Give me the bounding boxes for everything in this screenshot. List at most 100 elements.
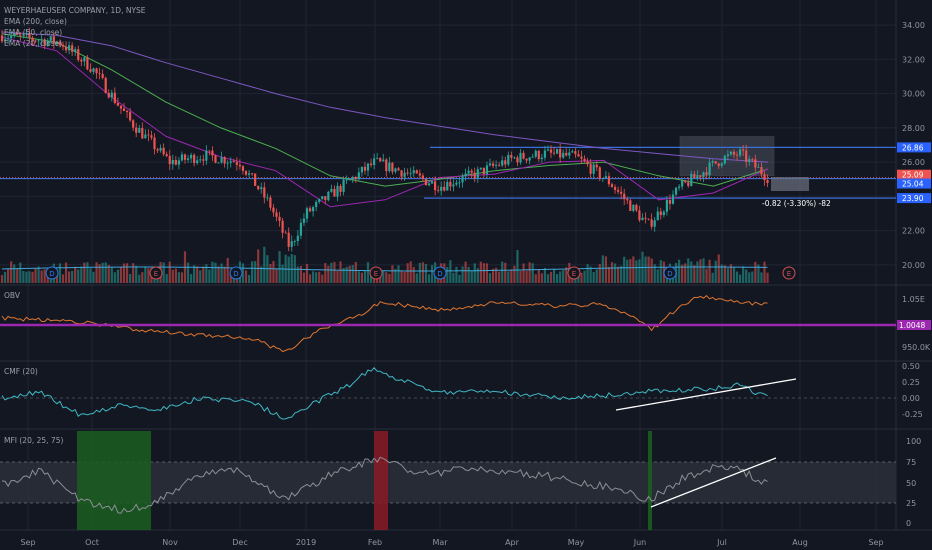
dividend-marker[interactable]: D [45, 266, 59, 280]
candle-body [620, 191, 623, 194]
candle-body [58, 41, 62, 45]
volume-bar [177, 272, 180, 283]
volume-bar [28, 271, 31, 283]
candle-body [330, 188, 333, 192]
price-axis: 34.00 32.00 30.00 28.00 26.00 22.00 20.00 [902, 21, 925, 270]
volume-bar [742, 266, 745, 283]
volume-bar [427, 274, 431, 283]
event-label: E [374, 270, 378, 278]
volume-bar [629, 258, 632, 283]
volume-bar [174, 268, 177, 283]
volume-bar [22, 270, 25, 283]
dividend-marker[interactable]: D [433, 266, 447, 280]
candle-body [394, 168, 397, 172]
candle-body [281, 220, 284, 233]
candle-body [95, 68, 98, 74]
volume-bar [147, 268, 150, 283]
candle-body [507, 154, 510, 165]
price-tag-label: 23.90 [902, 194, 924, 203]
candle-body [403, 172, 406, 177]
price-tag-label: 26.86 [902, 143, 924, 152]
indicator-axes: 1.05E 950.0K 1.0048 0.50 0.25 0.00 -0.25 100 75 5… [897, 295, 931, 528]
candle-body [275, 212, 278, 217]
dividend-marker[interactable]: D [663, 266, 677, 280]
candle-body [92, 68, 95, 72]
candle-body [662, 211, 665, 216]
earnings-marker[interactable]: E [567, 266, 581, 280]
earnings-marker[interactable]: E [369, 266, 383, 280]
candle-body [452, 184, 455, 187]
volume-bar [552, 268, 556, 283]
time-tick: Jun [633, 538, 647, 547]
volume-bar [275, 268, 278, 283]
cmf-trendline[interactable] [615, 378, 797, 411]
measure-tool[interactable]: -0.82 (-3.30%) -82 [762, 177, 831, 208]
candle-body [687, 182, 690, 186]
candle-body [147, 134, 150, 136]
volume-bar [653, 264, 656, 283]
candle-body [165, 154, 168, 157]
candle-body [226, 162, 229, 164]
candle-body [113, 92, 116, 103]
ema200-line [1, 31, 769, 163]
earnings-marker[interactable]: E [782, 266, 796, 280]
volume-bar [595, 269, 598, 283]
candle-body [321, 196, 324, 200]
mfi-trendline[interactable] [650, 457, 777, 508]
time-tick: May [568, 538, 585, 547]
volume-bar [10, 261, 13, 283]
volume-bar [635, 260, 638, 283]
mfi-line [1, 456, 768, 514]
volume-bar [723, 265, 726, 283]
volume-bar [119, 266, 123, 283]
candle-body [592, 164, 595, 174]
candle-body [656, 211, 659, 221]
volume-bar [272, 261, 275, 283]
volume-bar [83, 262, 86, 283]
candle-body [107, 92, 110, 98]
candle-body [427, 183, 431, 186]
candle-body [571, 151, 574, 153]
candle-body [604, 176, 607, 179]
volume-bar [678, 259, 681, 283]
earnings-marker[interactable]: E [149, 266, 163, 280]
volume-bar [699, 259, 702, 283]
candle-body [257, 185, 260, 190]
candle-body [568, 152, 571, 156]
candle-body [595, 164, 598, 168]
volume-bar [583, 270, 586, 283]
dividend-marker[interactable]: D [229, 266, 243, 280]
candle-body [10, 35, 13, 39]
candle-body [421, 175, 424, 179]
candle-body [202, 159, 205, 161]
volume-bar [95, 262, 98, 283]
candle-body [153, 137, 156, 150]
ema20-line [1, 36, 769, 208]
candle-body [171, 159, 174, 165]
volume-bar [397, 265, 400, 283]
candle-body [556, 148, 559, 154]
candle-body [238, 164, 241, 167]
candle-body [232, 161, 235, 163]
volume-bar [382, 271, 385, 283]
candle-body [559, 148, 562, 158]
volume-bar [7, 268, 10, 283]
candle-body [168, 156, 171, 165]
volume-bar [363, 270, 367, 283]
volume-bar [626, 259, 629, 283]
candle-body [369, 163, 373, 166]
volume-bar [586, 264, 589, 283]
volume-bar [336, 270, 339, 283]
volume-bar [589, 266, 592, 283]
time-tick: Sep [20, 538, 35, 547]
obv-tick: 1.05E [902, 295, 925, 304]
volume-bar [766, 272, 769, 283]
volume-bar [296, 266, 299, 283]
candle-body [263, 187, 266, 198]
time-tick: Sep [868, 538, 883, 547]
volume-bar [385, 272, 388, 283]
candle-body [290, 241, 293, 247]
time-tick: 2019 [296, 538, 316, 547]
candle-body [132, 120, 135, 128]
